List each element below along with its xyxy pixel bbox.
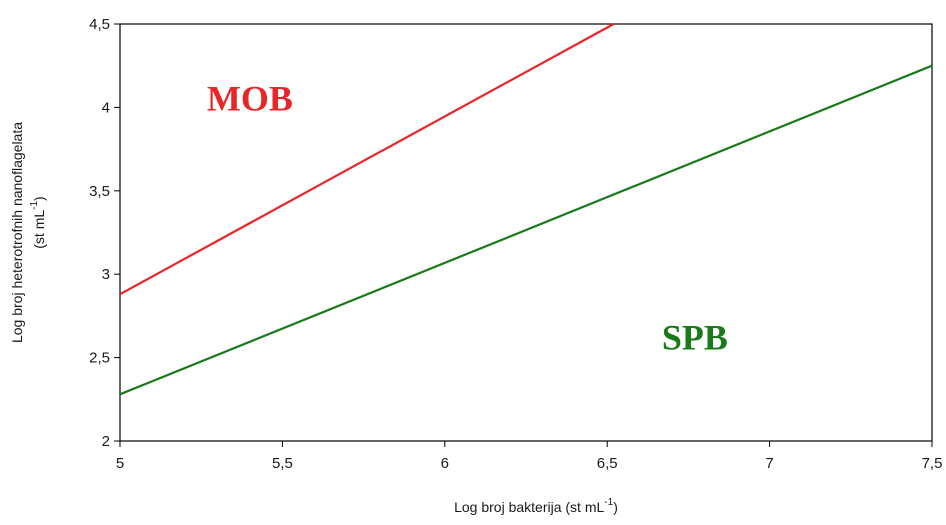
series-annotations: MOB SPB [207,79,728,358]
y-tick-label: 2 [102,433,110,450]
x-tick-label: 5,5 [272,455,293,472]
y-axis-title: Log broj heterotrofnih nanoflagelata (st… [9,122,47,343]
series-lines [119,23,933,396]
y-tick-label: 3 [102,266,110,283]
x-tick-label: 5 [116,455,124,472]
y-tick-label: 4,5 [89,16,110,33]
plot-area [119,23,933,442]
x-tick-label: 6,5 [597,455,618,472]
x-tick-label: 7,5 [922,455,943,472]
y-tick-label: 4 [102,99,110,116]
y-axis-title-line1: Log broj heterotrofnih nanoflagelata [9,122,25,343]
y-axis-title-line2: (st mL-1) [29,196,47,248]
series-label-spb: SPB [662,317,728,357]
y-axis-ticks: 2 2,5 3 3,5 4 4,5 [89,16,120,450]
x-axis-title: Log broj bakterija (st mL-1) [454,497,618,515]
x-axis-ticks: 5 5,5 6 6,5 7 7,5 [116,441,943,472]
series-label-mob: MOB [207,79,293,119]
series-line-spb [119,64,933,396]
y-tick-label: 2,5 [89,350,110,367]
y-tick-label: 3,5 [89,183,110,200]
series-line-mob [119,23,615,296]
x-tick-label: 6 [441,455,449,472]
x-tick-label: 7 [765,455,773,472]
